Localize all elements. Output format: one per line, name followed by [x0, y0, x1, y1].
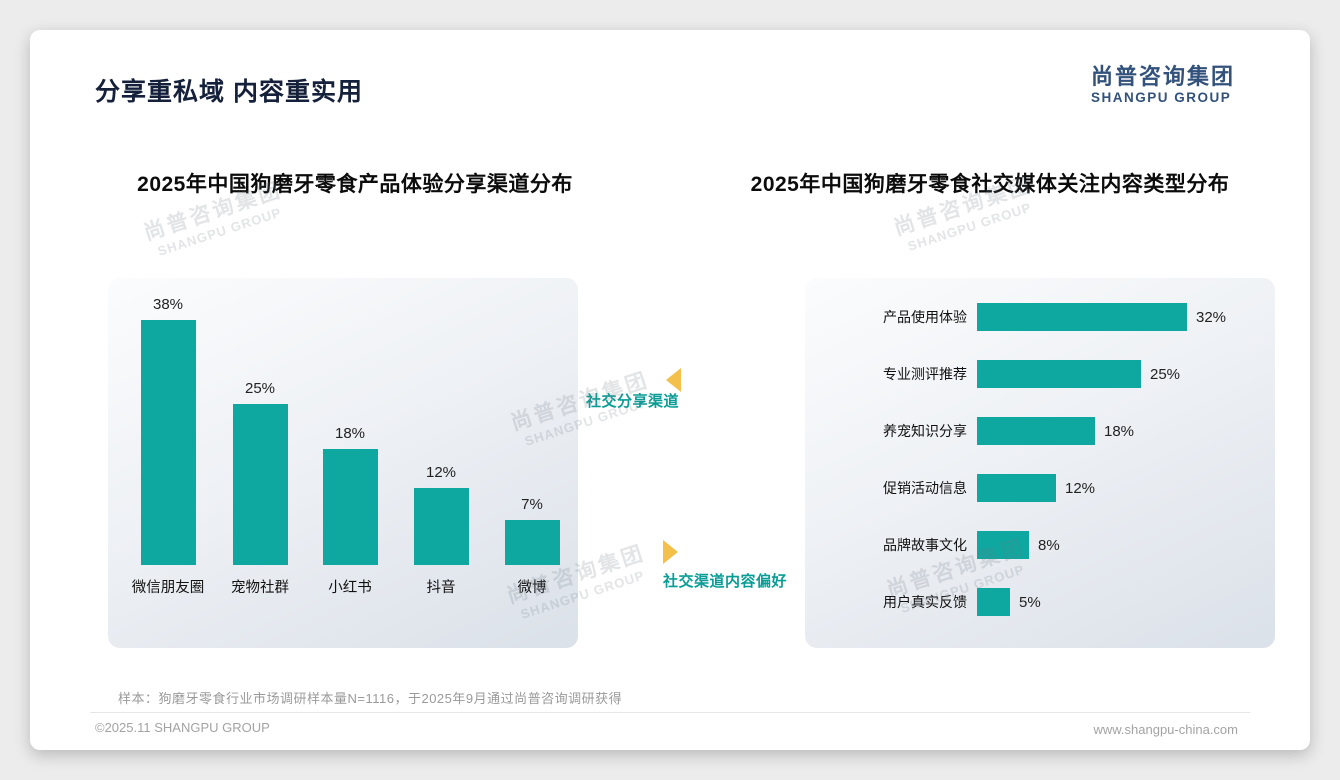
bar-value-label: 25% — [1150, 365, 1181, 383]
bar-category-label: 微信朋友圈 — [131, 580, 205, 596]
bar-value-label: 18% — [1104, 422, 1135, 440]
bar — [322, 449, 378, 565]
bar-column: 18% — [305, 425, 395, 565]
bar-column: 7% — [487, 496, 577, 565]
bar — [977, 531, 1029, 559]
bar — [977, 474, 1056, 502]
arrow-right-icon — [663, 540, 678, 564]
bar-value-label: 25% — [244, 380, 276, 397]
bar-category-label: 专业测评推荐 — [883, 366, 967, 382]
sample-note: 样本：狗磨牙零食行业市场调研样本量N=1116，于2025年9月通过尚普咨询调研… — [118, 691, 623, 706]
bar-row: 促销活动信息 12% — [805, 474, 1275, 502]
bar-row: 养宠知识分享 18% — [805, 417, 1275, 445]
bar-column: 38% — [123, 296, 213, 565]
bar — [232, 404, 288, 565]
bar — [413, 488, 469, 565]
bar-category-label: 品牌故事文化 — [883, 537, 967, 553]
bar-value-label: 5% — [1019, 593, 1041, 611]
company-logo: 尚普咨询集团 SHANGPU GROUP — [1091, 64, 1235, 106]
bar-row: 产品使用体验 32% — [805, 303, 1275, 331]
bar-value-label: 12% — [1065, 479, 1096, 497]
bar — [977, 588, 1010, 616]
bar-category-label: 用户真实反馈 — [883, 594, 967, 610]
bar-value-label: 8% — [1038, 536, 1060, 554]
footer-website: www.shangpu-china.com — [1093, 722, 1238, 737]
bar — [977, 417, 1095, 445]
content-type-chart-panel: 产品使用体验 32% 专业测评推荐 25% 养宠知识分享 18% 促销活动信息 12% 品牌故事… — [805, 278, 1275, 648]
bar-column: 25% — [215, 380, 305, 565]
bar-row: 品牌故事文化 8% — [805, 531, 1275, 559]
bar — [504, 520, 560, 565]
watermark-en: SHANGPU GROUP — [905, 199, 1034, 254]
bar-row: 用户真实反馈 5% — [805, 588, 1275, 616]
bar — [977, 360, 1141, 388]
bar-value-label: 12% — [425, 464, 457, 481]
page-title: 分享重私域 内容重实用 — [95, 78, 363, 106]
bar-category-label: 促销活动信息 — [883, 480, 967, 496]
footer-divider — [90, 712, 1250, 713]
bar-category-label: 抖音 — [426, 580, 456, 596]
share-channel-chart-body: 38% 微信朋友圈 25% 宠物社群 18% 小红书 12% 抖音 7% 微博 — [108, 278, 578, 648]
content-type-chart-body: 产品使用体验 32% 专业测评推荐 25% 养宠知识分享 18% 促销活动信息 12% 品牌故事… — [805, 278, 1275, 648]
bar-column: 12% — [396, 464, 486, 565]
arrow-left-icon — [666, 368, 681, 392]
right-pointer-label: 社交渠道内容偏好 — [663, 573, 788, 590]
bar-row: 专业测评推荐 25% — [805, 360, 1275, 388]
bar-category-label: 宠物社群 — [231, 580, 289, 596]
bar-category-label: 养宠知识分享 — [883, 423, 967, 439]
bar-category-label: 产品使用体验 — [883, 309, 967, 325]
right-chart-title: 2025年中国狗磨牙零食社交媒体关注内容类型分布 — [750, 173, 1230, 196]
watermark-en: SHANGPU GROUP — [155, 204, 284, 259]
bar-category-label: 微博 — [517, 580, 547, 596]
left-pointer-label: 社交分享渠道 — [586, 393, 680, 410]
left-chart-title: 2025年中国狗磨牙零食产品体验分享渠道分布 — [137, 173, 573, 196]
footer-copyright: ©2025.11 SHANGPU GROUP — [95, 720, 270, 735]
bar-category-label: 小红书 — [328, 580, 372, 596]
bar-value-label: 38% — [152, 296, 184, 313]
share-channel-chart-panel: 38% 微信朋友圈 25% 宠物社群 18% 小红书 12% 抖音 7% 微博 — [108, 278, 578, 648]
bar-value-label: 7% — [521, 496, 543, 513]
bar — [140, 320, 196, 565]
bar — [977, 303, 1187, 331]
logo-chinese-text: 尚普咨询集团 — [1090, 64, 1235, 89]
slide-card: 分享重私域 内容重实用 尚普咨询集团 SHANGPU GROUP 2025年中国… — [30, 30, 1310, 750]
bar-value-label: 32% — [1196, 308, 1227, 326]
bar-value-label: 18% — [334, 425, 366, 442]
logo-english-text: SHANGPU GROUP — [1090, 90, 1232, 105]
